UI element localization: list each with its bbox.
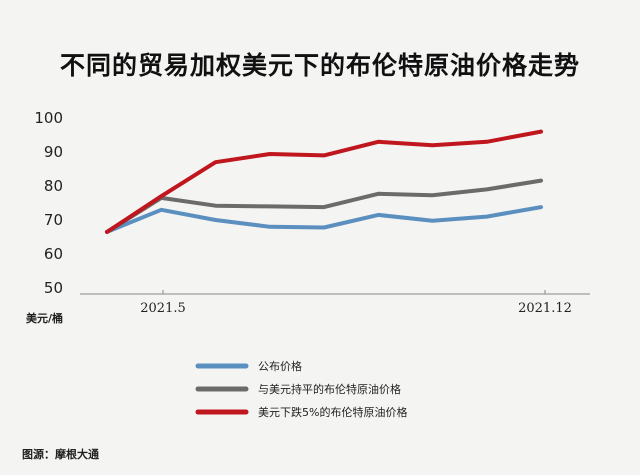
y-tick-label: 100	[34, 109, 63, 127]
series-layer	[105, 129, 543, 234]
legend-label: 美元下跌5%的布伦特原油价格	[258, 405, 407, 419]
y-tick-label: 60	[44, 245, 63, 263]
y-tick-label: 90	[44, 143, 63, 161]
y-tick-label: 50	[44, 279, 63, 297]
series-line-3	[105, 129, 543, 234]
y-tick-label: 80	[44, 177, 63, 195]
series-line-1	[105, 205, 543, 234]
axis-layer: 50 60 70 80 90 100 2021.5 2021.12	[34, 109, 590, 316]
x-tick-label: 2021.5	[140, 301, 186, 316]
legend-label: 公布价格	[258, 359, 302, 373]
legend-label: 与美元持平的布伦特原油价格	[258, 382, 401, 396]
series-line-2	[105, 178, 543, 234]
source-note: 图源：摩根大通	[22, 447, 99, 461]
chart-title: 不同的贸易加权美元下的布伦特原油价格走势	[59, 51, 580, 80]
x-tick-label: 2021.12	[518, 301, 572, 316]
y-tick-label: 70	[44, 211, 63, 229]
y-unit-label: 美元/桶	[26, 311, 63, 325]
